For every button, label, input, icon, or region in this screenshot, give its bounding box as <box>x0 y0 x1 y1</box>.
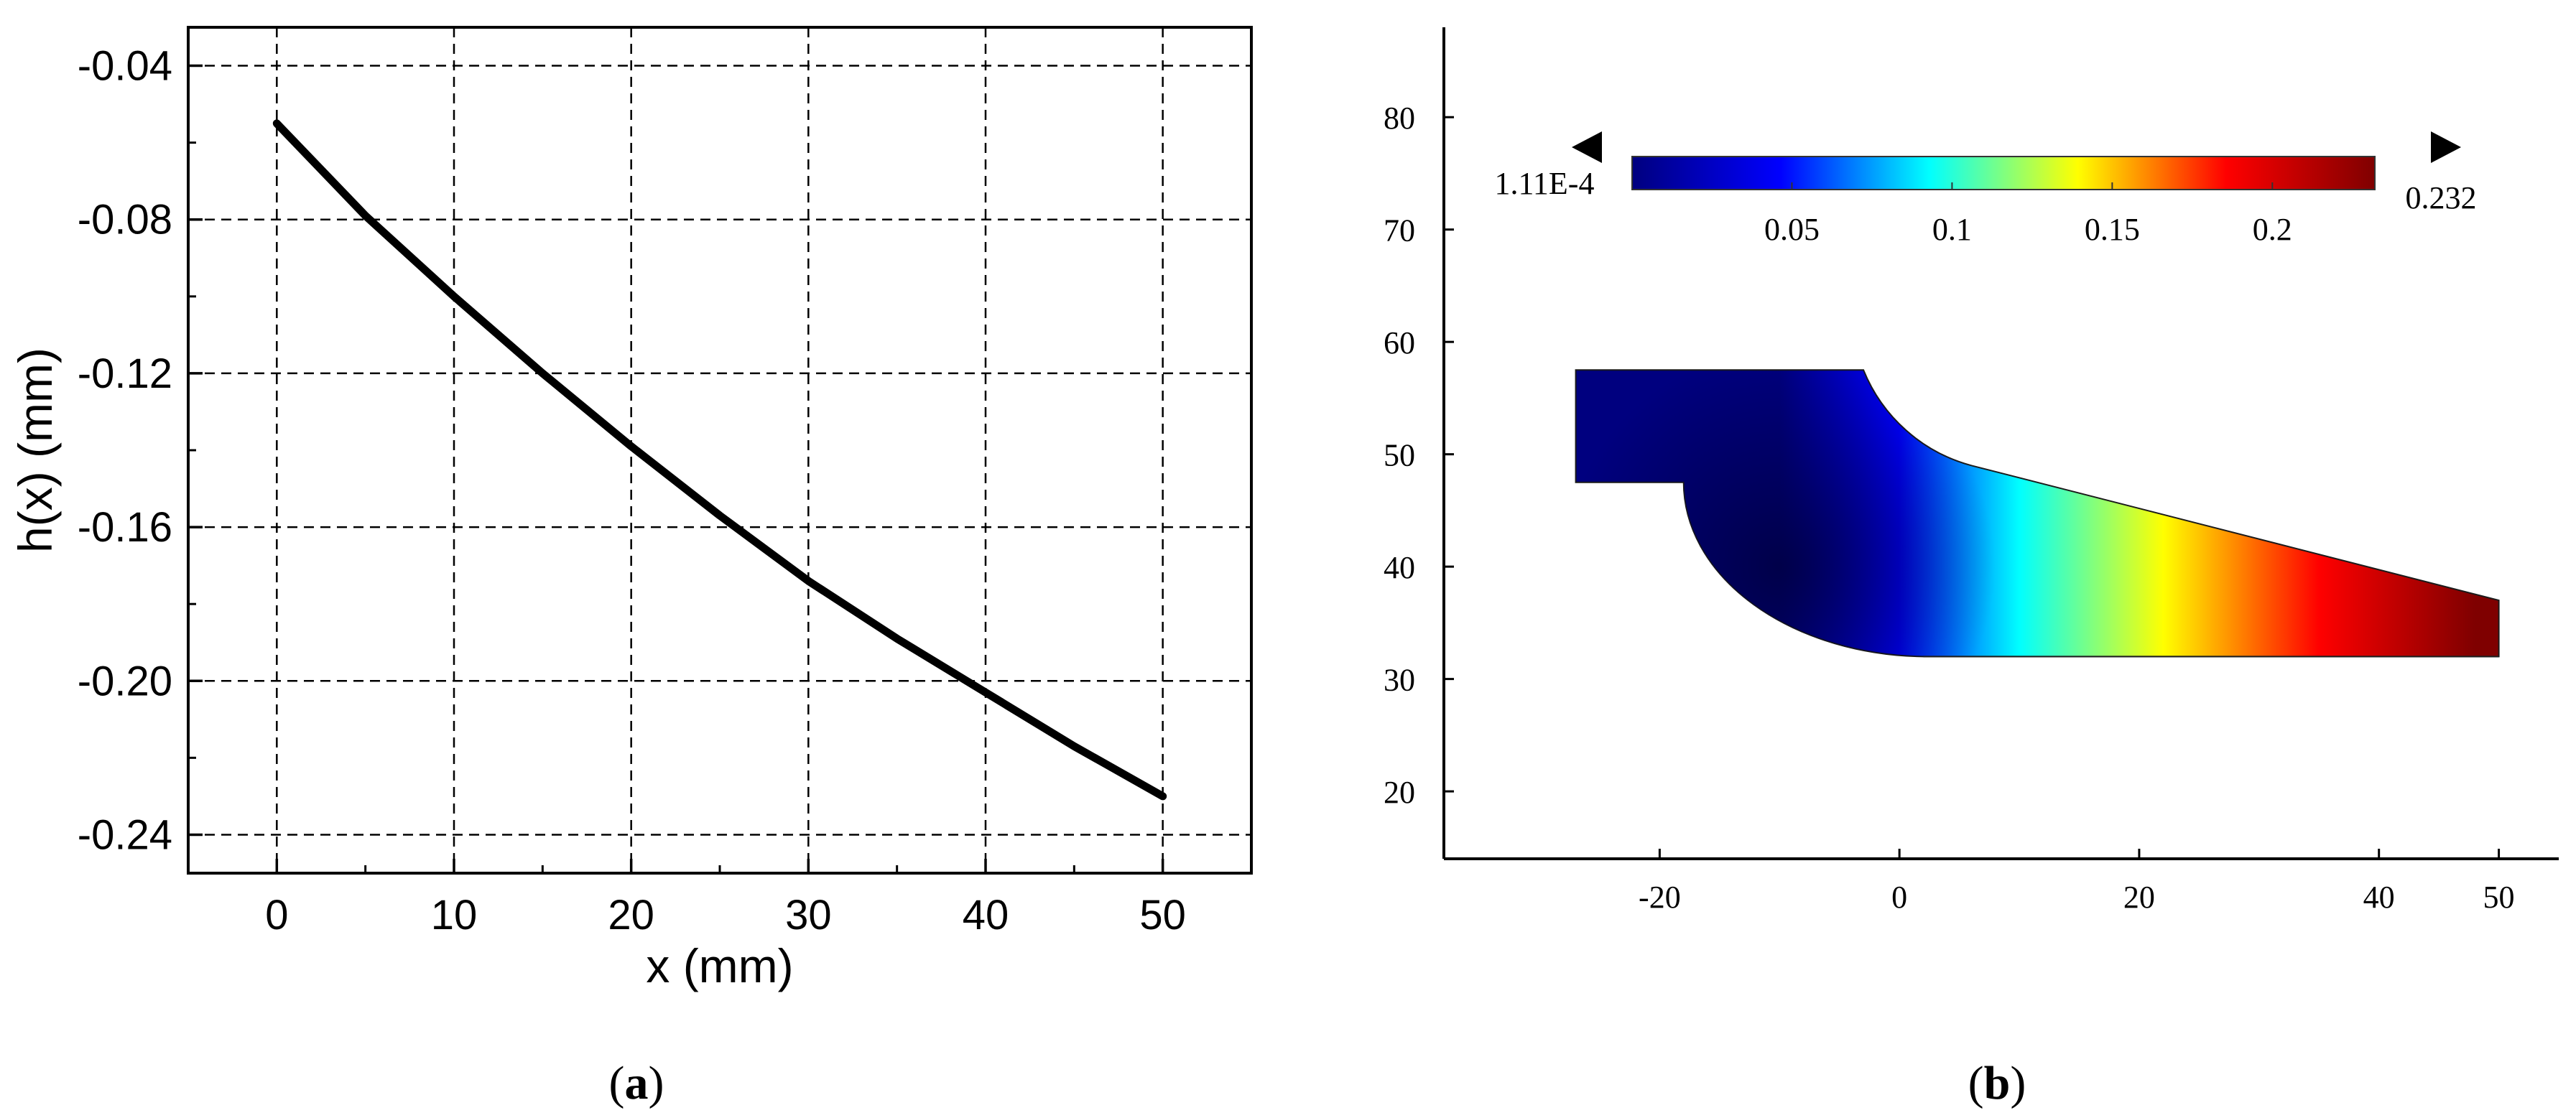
y-tick-label: -0.08 <box>78 197 172 243</box>
colorbar-max-arrow-icon <box>2431 131 2461 163</box>
chart-a: 0 10 20 30 40 50 -0.04-0.08-0.12-0.16-0.20-0.… <box>9 26 1253 1109</box>
y-tick-label: 20 <box>1384 775 1415 810</box>
y-tick-label: 30 <box>1384 663 1415 698</box>
x-tick-label: 30 <box>785 892 832 938</box>
colorbar-gradient <box>1631 156 2376 190</box>
y-tick-label: -0.16 <box>78 504 172 551</box>
chart-a-x-axis-label: x (mm) <box>646 939 793 992</box>
x-tick-label: 50 <box>1139 892 1186 938</box>
x-tick-label: 0 <box>265 892 288 938</box>
chart-a-frame <box>187 26 1253 875</box>
x-tick-label: 0 <box>1891 880 1907 915</box>
x-tick-label: 40 <box>2363 880 2395 915</box>
colorbar-tick-labels: 0.05 0.1 0.15 0.2 <box>1764 182 2292 247</box>
chart-a-caption: (a) <box>609 1057 664 1109</box>
colorbar-tick-label: 0.1 <box>1932 212 1972 247</box>
chart-b: -20 0 20 40 50 20 30 40 50 60 70 80 1.11E-4 0.232 … <box>1384 27 2559 1109</box>
chart-b-colorbar: 1.11E-4 0.232 0.05 0.1 0.15 0.2 <box>1495 131 2477 247</box>
x-tick-label: 10 <box>431 892 478 938</box>
chart-b-axes <box>1442 27 2559 860</box>
y-tick-label: 40 <box>1384 550 1415 585</box>
chart-a-series <box>272 119 1167 801</box>
colorbar-min-arrow-icon <box>1572 131 1602 163</box>
y-tick-label: -0.20 <box>78 658 172 704</box>
chart-b-caption: (b) <box>1968 1057 2026 1109</box>
colorbar-tick-label: 0.05 <box>1764 212 1820 247</box>
colorbar-min-label: 1.11E-4 <box>1495 166 1595 201</box>
chart-a-y-axis-label: h(x) (mm) <box>9 348 62 553</box>
x-tick-label: 50 <box>2483 880 2515 915</box>
x-tick-label: 20 <box>2123 880 2155 915</box>
y-tick-label: 50 <box>1384 438 1415 473</box>
y-tick-label: -0.12 <box>78 350 172 397</box>
x-tick-label: 40 <box>963 892 1009 938</box>
y-tick-label: -0.04 <box>78 43 172 90</box>
chart-a-y-tick-labels: -0.04 -0.08 -0.12 -0.16 -0.20 -0.24 <box>78 43 172 859</box>
chart-b-y-tick-labels: 20 30 40 50 60 70 80 <box>1384 101 1415 810</box>
colorbar-max-label: 0.232 <box>2406 180 2477 215</box>
chart-a-grid <box>188 27 1251 873</box>
y-tick-label: 60 <box>1384 325 1415 360</box>
chart-a-x-tick-labels: 0 10 20 30 40 50 <box>265 892 1186 938</box>
y-tick-label: 70 <box>1384 213 1415 248</box>
colorbar-tick-label: 0.2 <box>2253 212 2292 247</box>
chart-b-field <box>1575 369 2500 658</box>
chart-b-x-tick-labels: -20 0 20 40 50 <box>1639 880 2515 915</box>
x-tick-label: -20 <box>1639 880 1681 915</box>
colorbar-tick-label: 0.15 <box>2085 212 2140 247</box>
y-tick-label: 80 <box>1384 101 1415 136</box>
x-tick-label: 20 <box>608 892 654 938</box>
series-line <box>272 119 1167 801</box>
y-tick-label: -0.24 <box>78 811 172 858</box>
deformed-part-shading <box>1575 370 2499 657</box>
